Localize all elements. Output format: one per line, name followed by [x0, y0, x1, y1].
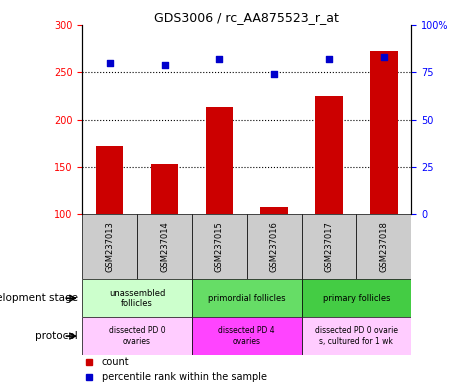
Bar: [192, 317, 302, 355]
Text: GSM237014: GSM237014: [160, 222, 169, 272]
Text: dissected PD 4
ovaries: dissected PD 4 ovaries: [219, 326, 275, 346]
Text: GSM237013: GSM237013: [105, 221, 114, 272]
Text: GSM237017: GSM237017: [324, 221, 334, 272]
Bar: [315, 96, 343, 214]
Text: development stage: development stage: [0, 293, 78, 303]
Text: unassembled
follicles: unassembled follicles: [109, 288, 165, 308]
Text: GSM237018: GSM237018: [379, 221, 388, 272]
Point: [161, 62, 168, 68]
Text: GSM237015: GSM237015: [215, 222, 224, 272]
Bar: [82, 317, 192, 355]
Point: [216, 56, 223, 62]
Bar: [192, 279, 302, 317]
Bar: [370, 51, 398, 214]
Bar: [137, 214, 192, 279]
Bar: [302, 214, 356, 279]
Bar: [302, 279, 411, 317]
Point: [325, 56, 333, 62]
Bar: [247, 214, 302, 279]
Bar: [356, 214, 411, 279]
Point: [106, 60, 113, 66]
Text: primordial follicles: primordial follicles: [208, 294, 286, 303]
Text: primary follicles: primary follicles: [323, 294, 390, 303]
Point: [380, 54, 388, 60]
Bar: [82, 214, 137, 279]
Text: count: count: [102, 357, 130, 367]
Text: percentile rank within the sample: percentile rank within the sample: [102, 372, 267, 382]
Bar: [82, 279, 192, 317]
Text: dissected PD 0
ovaries: dissected PD 0 ovaries: [109, 326, 165, 346]
Bar: [206, 108, 233, 214]
Point: [270, 71, 278, 77]
Bar: [260, 207, 288, 214]
Title: GDS3006 / rc_AA875523_r_at: GDS3006 / rc_AA875523_r_at: [154, 11, 339, 24]
Text: dissected PD 0 ovarie
s, cultured for 1 wk: dissected PD 0 ovarie s, cultured for 1 …: [315, 326, 398, 346]
Bar: [96, 146, 123, 214]
Bar: [192, 214, 247, 279]
Bar: [151, 164, 178, 214]
Text: GSM237016: GSM237016: [270, 221, 279, 272]
Bar: [302, 317, 411, 355]
Text: protocol: protocol: [35, 331, 78, 341]
